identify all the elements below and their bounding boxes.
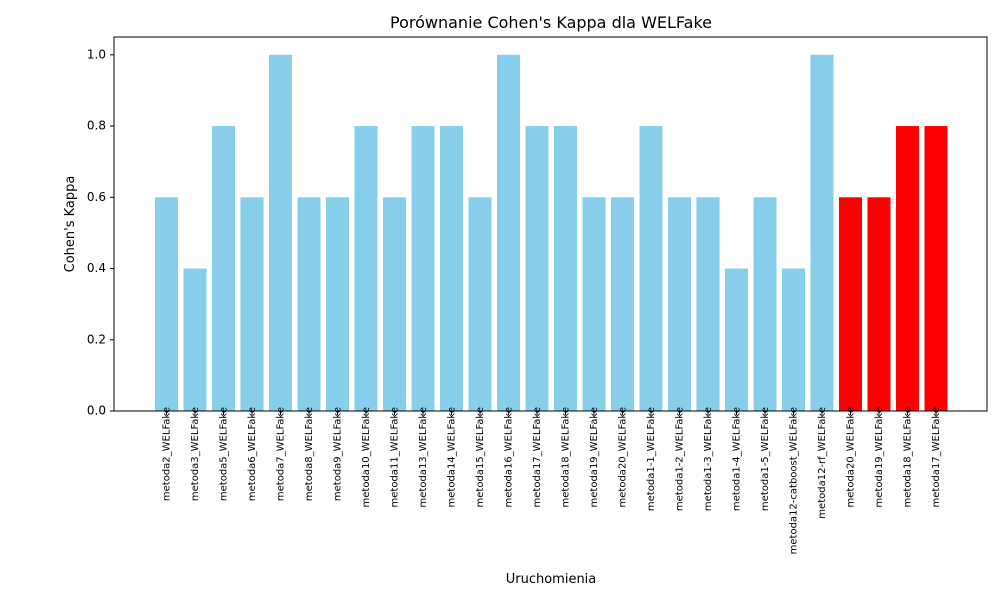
- bar-12: [468, 197, 492, 411]
- x-tick-label: metoda1-1_WELFake: [646, 407, 657, 511]
- bar-27: [896, 126, 919, 412]
- bar-26: [867, 197, 891, 411]
- x-tick-label: metoda10_WELFake: [361, 407, 372, 507]
- y-tick-label: 0.0: [87, 404, 106, 418]
- bar-13: [497, 54, 520, 412]
- x-tick-label: metoda13_WELFake: [418, 407, 429, 507]
- bar-28: [924, 126, 948, 412]
- bar-14: [525, 126, 549, 412]
- x-tick-label: metoda15_WELFake: [475, 407, 486, 507]
- bar-8: [354, 126, 378, 412]
- bar-16: [582, 197, 606, 411]
- bar-2: [183, 268, 207, 411]
- x-tick-label: metoda18_WELFake: [903, 407, 914, 507]
- bar-25: [839, 197, 862, 411]
- x-tick-label: metoda5_WELFake: [219, 407, 230, 501]
- x-tick-label: metoda3_WELFake: [190, 407, 201, 501]
- x-tick-label: metoda2_WELFake: [162, 407, 173, 501]
- bar-19: [668, 197, 691, 411]
- x-tick-label: metoda1-4_WELFake: [732, 407, 743, 511]
- y-axis-label: Cohen's Kappa: [63, 176, 78, 273]
- bar-4: [240, 197, 264, 411]
- x-tick-label: metoda1-5_WELFake: [760, 407, 771, 511]
- x-tick-label: metoda19_WELFake: [589, 407, 600, 507]
- x-axis-label: Uruchomienia: [506, 572, 597, 587]
- bar-3: [212, 126, 235, 412]
- bar-7: [326, 197, 349, 411]
- x-tick-label: metoda1-2_WELFake: [675, 407, 686, 511]
- x-tick-label: metoda1-3_WELFake: [703, 407, 714, 511]
- x-tick-label: metoda12-rf_WELFake: [817, 407, 828, 519]
- bar-22: [753, 197, 777, 411]
- x-tick-label: metoda16_WELFake: [504, 407, 515, 507]
- y-tick-label: 0.8: [87, 119, 106, 133]
- y-tick-label: 0.4: [87, 261, 106, 275]
- x-tick-label: metoda9_WELFake: [333, 407, 344, 501]
- x-tick-label: metoda19_WELFake: [874, 407, 885, 507]
- x-tick-label: metoda6_WELFake: [247, 407, 258, 501]
- x-tick-label: metoda20_WELFake: [846, 407, 857, 507]
- bar-20: [696, 197, 720, 411]
- bar-10: [411, 126, 435, 412]
- x-tick-label: metoda7_WELFake: [276, 407, 287, 501]
- y-tick-label: 0.6: [87, 190, 106, 204]
- bar-1: [155, 197, 178, 411]
- chart-title: Porównanie Cohen's Kappa dla WELFake: [390, 13, 712, 32]
- bar-24: [810, 54, 834, 412]
- x-tick-label: metoda12-catboost_WELFake: [789, 407, 800, 554]
- plot-frame: [113, 36, 988, 412]
- x-tick-label: metoda8_WELFake: [304, 407, 315, 501]
- y-tick-label: 0.2: [87, 332, 106, 346]
- x-axis-ticks: metoda2_WELFake metoda3_WELFake metoda5_WE…: [162, 407, 943, 554]
- bars-group: [155, 54, 948, 412]
- bar-9: [383, 197, 406, 411]
- y-axis-ticks: 0.0 0.2 0.4 0.6 0.8 1.0: [87, 47, 114, 418]
- x-tick-label: metoda14_WELFake: [447, 407, 458, 507]
- bar-6: [297, 197, 321, 411]
- x-tick-label: metoda17_WELFake: [931, 407, 942, 507]
- bar-11: [440, 126, 463, 412]
- bar-21: [725, 268, 748, 411]
- bar-17: [611, 197, 634, 411]
- x-tick-label: metoda20_WELFake: [618, 407, 629, 507]
- x-tick-label: metoda18_WELFake: [561, 407, 572, 507]
- bar-18: [639, 126, 663, 412]
- x-tick-label: metoda17_WELFake: [532, 407, 543, 507]
- x-tick-label: metoda11_WELFake: [390, 407, 401, 507]
- bar-15: [554, 126, 577, 412]
- bar-5: [269, 54, 292, 412]
- y-tick-label: 1.0: [87, 47, 106, 61]
- bar-23: [782, 268, 805, 411]
